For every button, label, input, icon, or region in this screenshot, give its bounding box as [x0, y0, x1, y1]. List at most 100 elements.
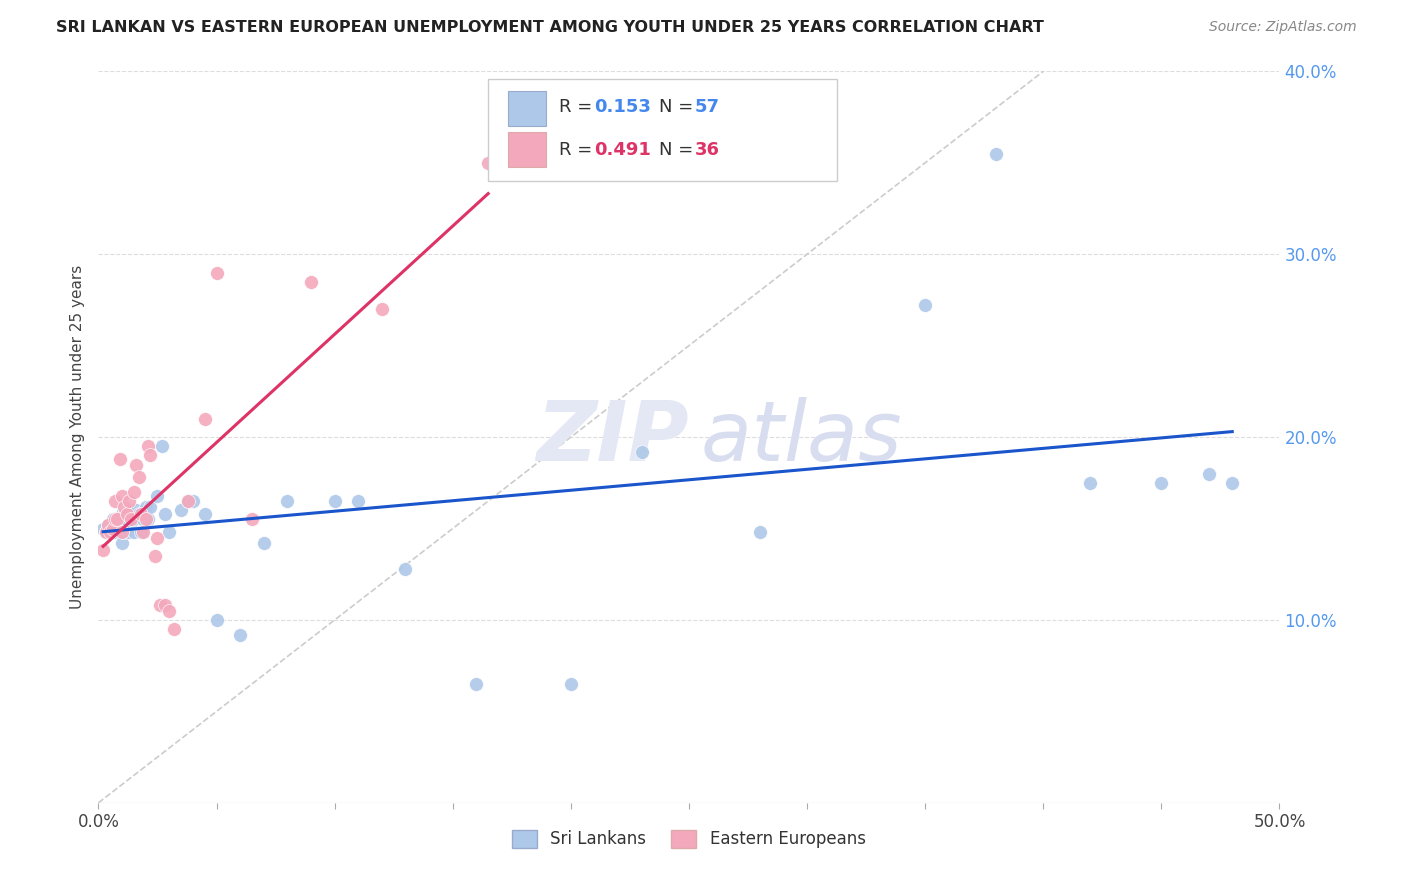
Point	[163, 622, 186, 636]
Point	[121, 512, 143, 526]
Text: R =: R =	[560, 98, 598, 116]
Point	[157, 525, 180, 540]
Point	[91, 543, 114, 558]
Point	[135, 512, 157, 526]
Point	[1198, 467, 1220, 481]
Point	[97, 517, 120, 532]
Text: 57: 57	[695, 98, 720, 116]
Point	[1150, 475, 1173, 490]
Point	[105, 512, 128, 526]
Point	[111, 525, 134, 540]
Point	[149, 599, 172, 613]
Point	[984, 146, 1007, 161]
Point	[477, 156, 499, 170]
Point	[104, 525, 127, 540]
FancyBboxPatch shape	[508, 132, 546, 167]
Point	[229, 627, 252, 641]
Point	[118, 507, 141, 521]
Point	[323, 494, 346, 508]
Point	[111, 489, 134, 503]
FancyBboxPatch shape	[508, 91, 546, 126]
Point	[98, 525, 121, 540]
Point	[630, 444, 652, 458]
Point	[104, 494, 127, 508]
Point	[104, 517, 127, 532]
Point	[394, 562, 416, 576]
Point	[153, 507, 176, 521]
Point	[177, 494, 200, 508]
Text: 0.153: 0.153	[595, 98, 651, 116]
Point	[115, 507, 138, 521]
Point	[121, 521, 143, 535]
Point	[97, 517, 120, 532]
Point	[94, 525, 117, 540]
Point	[118, 525, 141, 540]
Point	[105, 512, 128, 526]
Point	[136, 512, 159, 526]
FancyBboxPatch shape	[488, 78, 837, 181]
Text: 0.491: 0.491	[595, 141, 651, 159]
Point	[108, 512, 131, 526]
Point	[1220, 475, 1243, 490]
Point	[299, 275, 322, 289]
Point	[111, 536, 134, 550]
Point	[91, 521, 114, 535]
Point	[101, 512, 124, 526]
Point	[111, 507, 134, 521]
Point	[108, 452, 131, 467]
Point	[194, 412, 217, 426]
Text: 36: 36	[695, 141, 720, 159]
Point	[139, 448, 162, 462]
Point	[146, 531, 169, 545]
Point	[121, 507, 143, 521]
Point	[1080, 475, 1102, 490]
Text: Source: ZipAtlas.com: Source: ZipAtlas.com	[1209, 20, 1357, 34]
Point	[132, 512, 155, 526]
Point	[101, 521, 124, 535]
Text: ZIP: ZIP	[536, 397, 689, 477]
Point	[157, 604, 180, 618]
Text: SRI LANKAN VS EASTERN EUROPEAN UNEMPLOYMENT AMONG YOUTH UNDER 25 YEARS CORRELATI: SRI LANKAN VS EASTERN EUROPEAN UNEMPLOYM…	[56, 20, 1045, 35]
Point	[115, 507, 138, 521]
Point	[181, 494, 204, 508]
Point	[115, 517, 138, 532]
Point	[112, 500, 135, 514]
Point	[125, 503, 148, 517]
Point	[129, 525, 152, 540]
Point	[146, 489, 169, 503]
Point	[170, 503, 193, 517]
Point	[108, 525, 131, 540]
Point	[205, 613, 228, 627]
Point	[748, 525, 770, 540]
Point	[240, 512, 263, 526]
Point	[128, 507, 150, 521]
Point	[135, 500, 157, 514]
Point	[111, 521, 134, 535]
Text: N =: N =	[659, 141, 699, 159]
Y-axis label: Unemployment Among Youth under 25 years: Unemployment Among Youth under 25 years	[70, 265, 86, 609]
Point	[112, 525, 135, 540]
Point	[153, 599, 176, 613]
Point	[98, 525, 121, 540]
Point	[139, 500, 162, 514]
Point	[465, 677, 488, 691]
Point	[94, 525, 117, 540]
Text: atlas: atlas	[700, 397, 903, 477]
Point	[347, 494, 370, 508]
Point	[105, 521, 128, 535]
Point	[112, 507, 135, 521]
Point	[104, 512, 127, 526]
Point	[136, 439, 159, 453]
Point	[177, 494, 200, 508]
Text: N =: N =	[659, 98, 699, 116]
Point	[132, 525, 155, 540]
Point	[371, 301, 394, 317]
Point	[276, 494, 298, 508]
Point	[122, 485, 145, 500]
Point	[253, 536, 276, 550]
Point	[129, 507, 152, 521]
Text: R =: R =	[560, 141, 598, 159]
Point	[101, 521, 124, 535]
Point	[150, 439, 173, 453]
Point	[125, 458, 148, 472]
